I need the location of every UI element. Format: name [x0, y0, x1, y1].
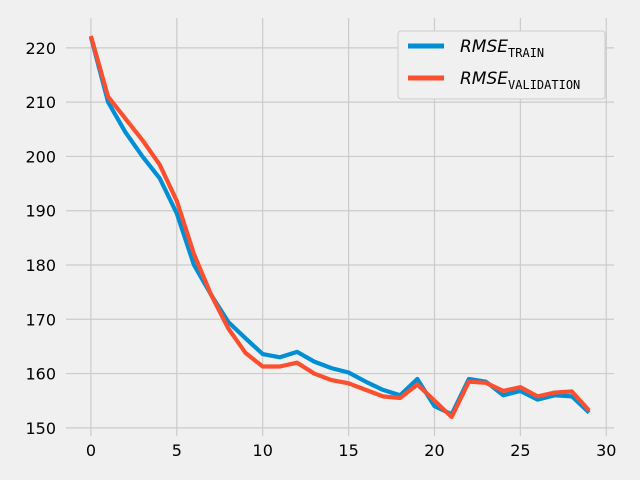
- x-tick-label: 30: [596, 441, 616, 460]
- legend-box: [397, 30, 606, 100]
- x-tick-label: 15: [338, 441, 358, 460]
- legend-label-train: RMSETRAIN: [460, 37, 544, 60]
- legend-label-train-sub: TRAIN: [508, 46, 544, 60]
- y-tick-label: 200: [25, 147, 56, 166]
- y-tick-label: 180: [25, 256, 56, 275]
- y-tick-label: 170: [25, 310, 56, 329]
- legend-label-validation: RMSEVALIDATION: [460, 69, 580, 92]
- x-tick-label: 10: [253, 441, 273, 460]
- x-tick-label: 20: [424, 441, 444, 460]
- x-tick-label: 5: [172, 441, 182, 460]
- y-tick-label: 210: [25, 93, 56, 112]
- grid-lines: [66, 18, 614, 436]
- y-axis-ticks: 150 160 170 180 190 200 210 220: [25, 39, 56, 438]
- x-tick-label: 0: [86, 441, 96, 460]
- series-lines: [88, 35, 591, 420]
- series-line-validation: [88, 35, 591, 420]
- legend-label-train-main: RMSE: [460, 37, 508, 57]
- y-tick-label: 220: [25, 39, 56, 58]
- x-tick-label: 25: [510, 441, 530, 460]
- y-tick-label: 190: [25, 202, 56, 221]
- x-axis-ticks: 0 5 10 15 20 25 30: [86, 441, 617, 460]
- legend-label-validation-sub: VALIDATION: [508, 78, 580, 92]
- legend: RMSETRAIN RMSEVALIDATION: [397, 30, 606, 100]
- y-tick-label: 150: [25, 419, 56, 438]
- y-tick-label: 160: [25, 365, 56, 384]
- series-line-train: [88, 36, 591, 417]
- legend-label-validation-main: RMSE: [460, 69, 508, 89]
